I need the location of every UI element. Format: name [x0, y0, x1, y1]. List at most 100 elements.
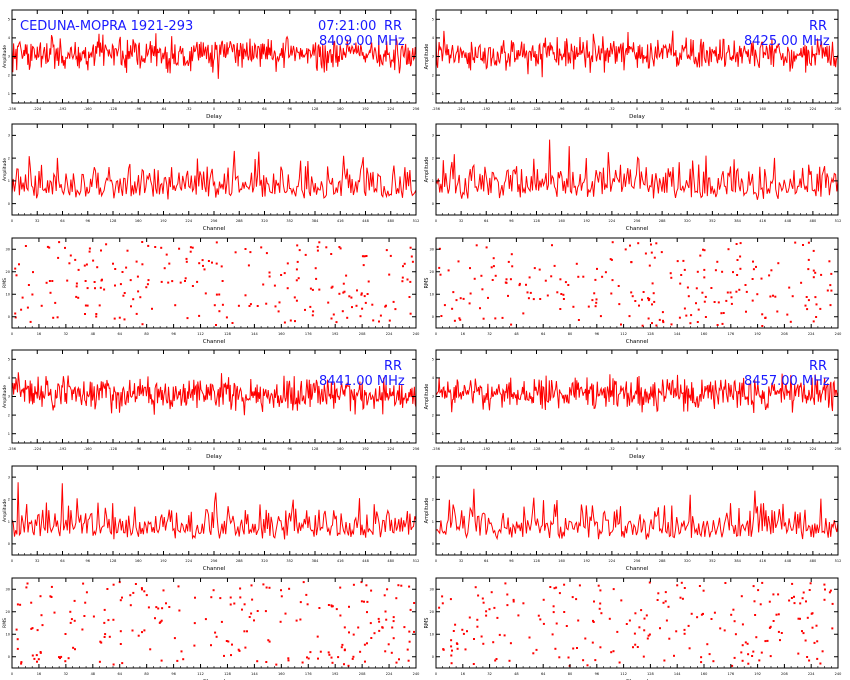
x-tick-label: 192	[754, 672, 761, 676]
rms-point	[330, 605, 333, 608]
x-tick-label: 16	[461, 332, 465, 336]
rms-point	[371, 303, 374, 306]
x-axis-title: Channel	[626, 566, 649, 572]
rms-point	[48, 246, 51, 249]
rms-point	[100, 249, 102, 252]
rms-point	[450, 662, 453, 665]
rms-point	[653, 300, 656, 303]
rms-point	[280, 274, 283, 276]
rms-point	[676, 260, 679, 263]
rms-point	[774, 295, 777, 298]
rms-point	[50, 585, 53, 588]
rms-point	[69, 621, 72, 624]
rms-point	[552, 611, 555, 614]
rms-point	[572, 305, 575, 308]
y-tick-label: 10	[430, 632, 434, 636]
rms-point	[768, 600, 771, 603]
x-tick-label: 32	[487, 332, 491, 336]
rms-point	[517, 614, 520, 617]
rms-point	[642, 655, 645, 658]
y-tick-label: 1	[432, 432, 434, 436]
x-axis-title: Channel	[203, 566, 226, 572]
x-tick-label: 192	[784, 107, 791, 111]
rms-point	[527, 297, 530, 300]
x-tick-label: 128	[224, 672, 231, 676]
rms-point	[318, 288, 321, 291]
x-tick-label: 0	[435, 332, 437, 336]
rms-point	[280, 589, 282, 592]
x-tick-label: 96	[86, 559, 90, 563]
x-tick-label: -32	[609, 447, 615, 451]
rms-point	[384, 610, 387, 613]
rms-point	[620, 599, 623, 602]
rms-point	[160, 659, 163, 662]
rms-point	[777, 613, 780, 616]
rms-point	[744, 641, 747, 644]
x-tick-label: 128	[312, 447, 319, 451]
rms-point	[21, 296, 24, 299]
x-tick-label: 480	[387, 559, 394, 563]
rms-point	[757, 589, 760, 592]
rms-point	[299, 601, 302, 604]
rms-point	[211, 261, 213, 264]
rms-point	[651, 322, 653, 325]
rms-point	[544, 279, 547, 282]
rms-point	[68, 262, 71, 265]
rms-point	[184, 277, 187, 280]
rms-point	[628, 619, 631, 622]
rms-point	[747, 653, 750, 656]
rms-point	[32, 271, 34, 274]
rms-point	[347, 664, 350, 667]
rms-point	[173, 637, 176, 640]
x-tick-label: 48	[91, 672, 95, 676]
rms-point	[85, 591, 88, 594]
rms-point	[636, 646, 639, 648]
rms-point	[560, 293, 563, 295]
rms-point	[40, 304, 43, 307]
rms-point	[82, 582, 85, 585]
plot-frame	[11, 577, 417, 669]
rms-point	[406, 278, 409, 281]
x-tick-label: 80	[144, 332, 148, 336]
rms-point	[562, 293, 565, 296]
y-axis-title: RMS	[424, 618, 430, 629]
polarization-label: RR	[384, 19, 403, 34]
rms-point	[738, 288, 741, 291]
x-tick-label: 352	[286, 219, 293, 223]
rms-point	[185, 257, 188, 260]
rms-point	[831, 627, 834, 630]
rms-point	[812, 276, 815, 279]
x-tick-label: 192	[362, 447, 369, 451]
y-axis-title: Amplitude	[2, 158, 8, 181]
rms-point	[129, 604, 132, 607]
rms-point	[713, 301, 716, 303]
x-tick-label: 80	[144, 672, 148, 676]
rms-point	[591, 299, 594, 302]
rms-point	[510, 323, 513, 326]
rms-point	[702, 589, 705, 592]
rms-point	[36, 660, 38, 663]
x-tick-label: -128	[109, 107, 117, 111]
y-axis-title: Amplitude	[2, 45, 8, 68]
rms-point	[381, 626, 384, 629]
rms-point	[365, 255, 368, 257]
y-tick-label: 1	[8, 92, 10, 96]
rms-point	[739, 242, 742, 245]
polarization-label: RR	[809, 359, 828, 374]
rms-point	[408, 640, 411, 643]
rms-point	[812, 320, 815, 323]
rms-point	[16, 647, 19, 650]
x-tick-label: 256	[634, 219, 641, 223]
x-tick-label: -128	[109, 447, 117, 451]
rms-point	[734, 633, 737, 636]
x-tick-label: 96	[171, 672, 175, 676]
rms-point	[793, 595, 795, 598]
rms-point	[410, 255, 413, 258]
rms-point	[459, 318, 462, 321]
x-tick-label: 160	[759, 107, 766, 111]
rms-point	[593, 292, 596, 295]
rms-point	[799, 617, 801, 620]
rms-point	[814, 296, 817, 299]
rms-point	[339, 586, 342, 589]
